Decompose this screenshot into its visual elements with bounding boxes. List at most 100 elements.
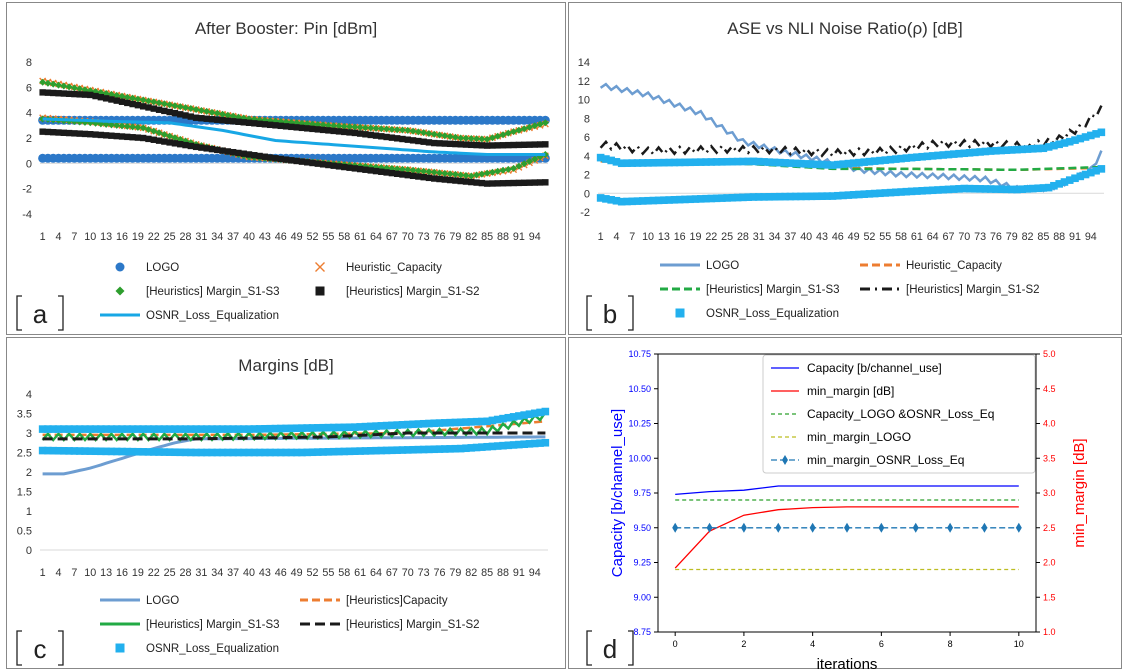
data-point: [266, 448, 274, 457]
data-point: [823, 192, 832, 200]
data-point: [329, 447, 338, 456]
data-point: [923, 186, 932, 195]
data-point: [346, 123, 354, 131]
data-point: [462, 418, 470, 426]
data-point: [707, 158, 716, 166]
data-point: [409, 420, 417, 429]
x-tick-label: 4: [56, 231, 62, 243]
data-point: [198, 115, 205, 122]
data-point: [372, 132, 380, 139]
data-point: [446, 176, 454, 184]
panel-a-letter: a: [33, 299, 48, 329]
data-point: [309, 159, 316, 167]
data-point: [112, 425, 121, 433]
data-point: [644, 196, 652, 205]
data-point: [992, 185, 1000, 193]
data-point: [1097, 128, 1106, 137]
data-point: [351, 447, 359, 455]
data-point: [81, 425, 89, 433]
x-tick-label: 52: [307, 567, 319, 579]
data-point: [107, 121, 115, 129]
data-point: [213, 448, 222, 457]
data-point: [192, 448, 200, 457]
x-axis-title: iterations: [817, 656, 878, 671]
data-point: [907, 153, 916, 162]
data-point: [510, 164, 518, 172]
x-tick-label: 70: [402, 567, 414, 579]
data-point: [218, 448, 227, 457]
data-point: [478, 142, 486, 149]
data-point: [39, 128, 46, 135]
data-point: [844, 522, 850, 533]
data-point: [87, 131, 94, 138]
data-point: [525, 440, 534, 448]
x-tick-label: 43: [259, 567, 271, 579]
data-point: [335, 128, 343, 135]
data-point: [1013, 185, 1021, 194]
x-tick-label: 8: [948, 639, 953, 649]
data-point: [892, 155, 900, 163]
data-point: [844, 191, 853, 199]
data-point: [335, 122, 343, 130]
legend-label: LOGO: [706, 260, 739, 272]
data-point: [155, 99, 163, 107]
data-point: [319, 121, 327, 129]
data-point: [272, 155, 279, 162]
data-point: [276, 424, 285, 433]
data-point: [255, 448, 264, 457]
data-point: [472, 417, 481, 426]
legend-label: [Heuristics] Margin_S1-S2: [906, 284, 1040, 296]
data-point: [324, 448, 333, 456]
y-tick-label: -2: [22, 184, 32, 196]
x-tick-label: 19: [132, 231, 144, 243]
data-point: [203, 145, 210, 152]
data-point: [139, 124, 147, 132]
data-point: [123, 447, 132, 456]
data-point: [176, 448, 185, 457]
panel-c-letter: c: [34, 634, 47, 664]
data-point: [525, 157, 533, 165]
x-tick-label: 28: [180, 231, 192, 243]
data-point: [1076, 134, 1085, 143]
legend-label: OSNR_Loss_Equalization: [146, 643, 279, 655]
data-point: [425, 419, 433, 428]
data-point: [304, 159, 311, 166]
data-point: [744, 157, 753, 166]
y2-tick-label: 3.0: [1043, 488, 1056, 498]
x-tick-label: 6: [879, 639, 884, 649]
x-tick-label: 34: [211, 567, 223, 579]
data-point: [431, 175, 438, 182]
data-point: [372, 124, 380, 132]
legend-item: [Heuristics] Margin_S1-S3: [660, 284, 840, 296]
data-point: [149, 425, 158, 433]
data-point: [282, 156, 290, 163]
data-point: [303, 424, 312, 432]
data-point: [409, 172, 417, 180]
data-point: [1055, 180, 1063, 188]
data-point: [124, 133, 131, 141]
data-point: [250, 448, 259, 457]
data-point: [981, 185, 990, 193]
data-point: [107, 90, 115, 98]
data-point: [208, 425, 216, 433]
data-point: [452, 140, 459, 148]
data-point: [992, 146, 1000, 155]
data-point: [97, 447, 105, 456]
y-tick-label: 0: [26, 158, 32, 170]
legend-item: Capacity_LOGO &OSNR_Loss_Eq: [771, 407, 994, 421]
data-point: [49, 425, 58, 433]
data-point: [1002, 185, 1011, 194]
data-point: [823, 161, 832, 169]
data-point: [425, 168, 433, 176]
x-tick-label: 10: [642, 231, 654, 243]
data-point: [436, 169, 444, 177]
data-point: [166, 132, 174, 140]
data-point: [865, 190, 874, 198]
data-point: [473, 135, 481, 143]
data-point: [672, 522, 679, 533]
data-point: [483, 180, 491, 187]
y-tick-label: 2.5: [17, 448, 32, 460]
x-tick-label: 43: [816, 231, 828, 243]
data-point: [934, 151, 942, 160]
data-point: [878, 522, 885, 533]
